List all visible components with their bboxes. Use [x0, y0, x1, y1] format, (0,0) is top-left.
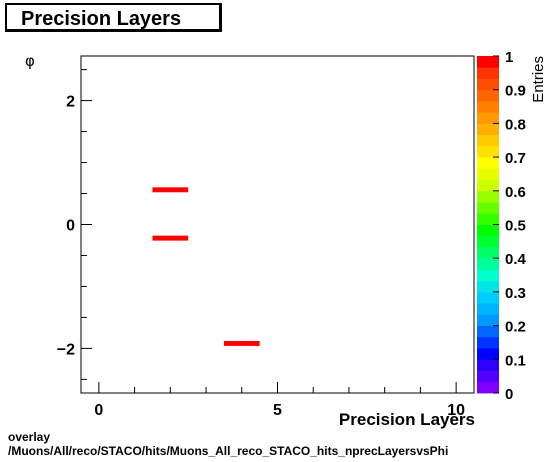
- footer-line-2: /Muons/All/reco/STACO/hits/Muons_All_rec…: [8, 444, 449, 458]
- heatmap-bin: [223, 340, 260, 346]
- color-scale-segment: [477, 179, 499, 192]
- plot-frame-rect: [80, 55, 475, 394]
- color-scale-segment: [477, 157, 499, 169]
- color-scale-segment: [477, 168, 499, 180]
- color-scale-segment: [477, 269, 499, 282]
- color-scale-tick-label: 0.6: [505, 184, 526, 201]
- color-scale-segment: [477, 291, 499, 304]
- color-scale-segment: [477, 56, 499, 68]
- color-scale-tick-label: 0.4: [505, 251, 527, 268]
- color-scale-tick-label: 0.8: [505, 116, 526, 133]
- chart-title: Precision Layers: [21, 8, 182, 30]
- y-tick-label: −2: [57, 341, 75, 358]
- x-axis: 0 5 10: [94, 382, 465, 419]
- heatmap-bin: [152, 187, 189, 193]
- color-scale-segment: [477, 134, 499, 147]
- x-tick-label: 5: [273, 402, 282, 419]
- color-scale-segment: [477, 100, 499, 113]
- color-scale-segment: [477, 112, 499, 124]
- footer: overlay /Muons/All/reco/STACO/hits/Muons…: [8, 430, 448, 458]
- x-tick-label: 0: [94, 402, 103, 419]
- color-scale-segment: [477, 246, 499, 259]
- x-tick-label: 10: [447, 402, 465, 419]
- color-scale-segment: [477, 348, 499, 360]
- color-scale-segment: [477, 381, 499, 394]
- color-scale-tick-label: 0.7: [505, 150, 526, 167]
- color-scale-segment: [477, 89, 499, 102]
- color-scale-segment: [477, 213, 499, 225]
- color-scale-tick-label: 0.5: [505, 218, 526, 235]
- chart: 0 5 10 −202 00.10.20.30.40.50.60.70.80.91 …: [25, 49, 546, 429]
- color-scale-tick-label: 0: [505, 386, 513, 403]
- y-tick-label: 2: [66, 94, 75, 111]
- color-scale-segment: [477, 78, 499, 91]
- color-scale-segment: [477, 224, 499, 237]
- color-scale-segment: [477, 280, 499, 293]
- color-scale-segment: [477, 336, 499, 349]
- y-axis-label: φ: [25, 52, 35, 70]
- color-scale-tick-label: 0.2: [505, 319, 526, 336]
- y-axis: −2 0 2: [57, 69, 92, 380]
- color-scale-label: Entries: [530, 56, 546, 103]
- color-scale-segment: [477, 145, 499, 158]
- color-scale-segment: [477, 190, 499, 203]
- color-scale-segment: [477, 359, 499, 371]
- plot-frame: [80, 55, 475, 394]
- color-scale-segment: [477, 325, 499, 338]
- y-tick-label: 0: [66, 218, 75, 235]
- color-scale-segment: [477, 370, 499, 383]
- footer-line-1: overlay: [8, 430, 51, 444]
- color-scale-segment: [477, 258, 499, 270]
- color-scale-tick-label: 1: [505, 49, 513, 66]
- color-scale-tick-label: 0.3: [505, 285, 526, 302]
- color-scale-tick-label: 0.1: [505, 352, 526, 369]
- title-box: Precision Layers: [5, 3, 222, 32]
- color-scale-segment: [477, 67, 499, 79]
- x-axis-label: Precision Layers: [339, 410, 475, 429]
- color-scale-segment: [477, 303, 499, 315]
- color-scale-segment: [477, 314, 499, 326]
- color-scale-segment: [477, 235, 499, 248]
- color-scale-segment: [477, 202, 499, 214]
- color-scale-tick-label: 0.9: [505, 83, 526, 100]
- color-scale: 0 0.1 0.2 0.3 0.4 0.5 0.6 0.7 0.8 0.9 1: [477, 49, 527, 403]
- color-scale-segment: [477, 123, 499, 136]
- heatmap-bins: [152, 187, 260, 346]
- heatmap-bin: [152, 235, 189, 241]
